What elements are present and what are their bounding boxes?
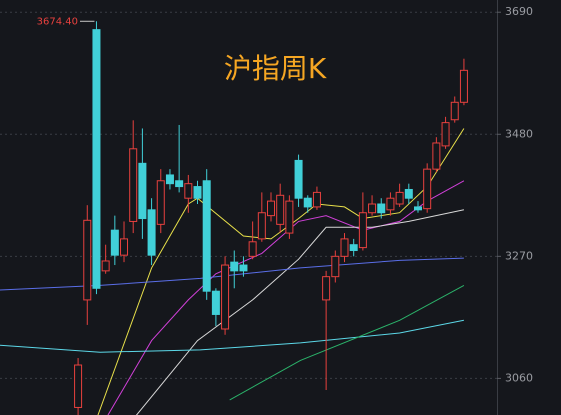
candle-body — [331, 255, 340, 278]
candle-body — [165, 174, 174, 185]
candle-body — [83, 219, 92, 301]
candle-body — [74, 364, 83, 408]
candle-body — [368, 203, 377, 214]
y-tick-label: 3480 — [505, 127, 533, 140]
candle-body — [340, 238, 349, 257]
candle-body — [156, 180, 165, 225]
ma-line — [0, 319, 464, 353]
y-tick-label: 3060 — [505, 371, 533, 384]
candle-body — [138, 162, 147, 220]
candle-body — [386, 197, 395, 211]
candle-body — [358, 212, 367, 249]
candle-body — [175, 180, 184, 188]
candle-body — [312, 191, 321, 208]
candle-body — [184, 183, 193, 199]
candle-body — [349, 244, 358, 252]
ma-line — [135, 209, 465, 415]
candle-body — [110, 229, 119, 256]
candle-body — [459, 69, 468, 103]
candle-body — [193, 186, 202, 199]
candle-body — [211, 290, 220, 315]
grid — [0, 11, 501, 379]
ma-line — [229, 284, 465, 401]
candle-body — [239, 264, 248, 272]
candle-body — [294, 159, 303, 199]
candle-body — [257, 212, 266, 240]
candle-body — [230, 261, 239, 272]
candle-body — [441, 122, 450, 147]
candles — [74, 21, 468, 415]
candle-body — [432, 142, 441, 170]
candle-body — [202, 180, 211, 292]
candle-body — [129, 148, 138, 222]
candle-body — [120, 238, 129, 256]
candle-body — [404, 188, 413, 199]
candle-body — [303, 197, 312, 208]
candle-body — [221, 264, 230, 330]
candle-body — [248, 241, 257, 257]
candle-body — [413, 206, 422, 211]
candle-body — [395, 191, 404, 205]
y-tick-label: 3690 — [505, 5, 533, 18]
annotation-label: 3674.40 — [37, 16, 78, 27]
y-tick-label: 3270 — [505, 249, 533, 262]
candle-body — [423, 168, 432, 210]
candle-body — [276, 194, 285, 225]
candle-body — [101, 260, 110, 272]
candle-body — [92, 29, 101, 289]
chart-title: 沪指周K — [224, 52, 327, 85]
candle-body — [450, 101, 459, 121]
candle-body — [322, 276, 331, 301]
candle-body — [267, 200, 276, 217]
candle-body — [377, 203, 386, 214]
ma-line — [107, 180, 465, 415]
candle-body — [285, 200, 294, 234]
candle-body — [147, 209, 156, 256]
